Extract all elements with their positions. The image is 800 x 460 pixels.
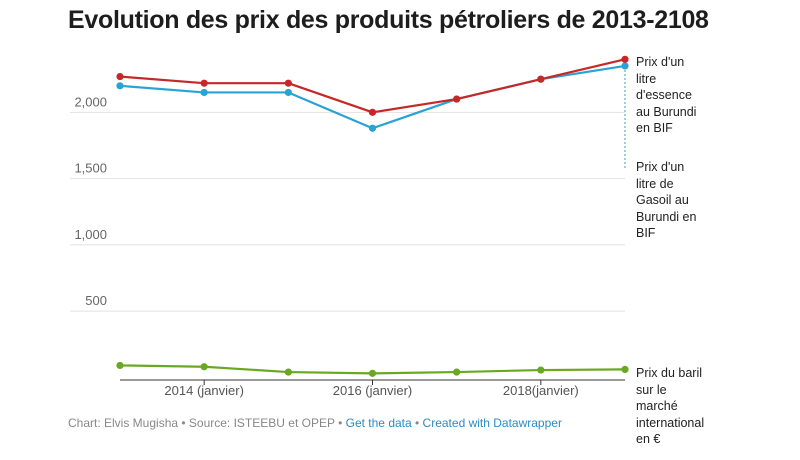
label-line: en BIF — [636, 121, 673, 135]
data-point — [284, 368, 292, 376]
label-line: litre de — [636, 176, 674, 191]
y-tick-label: 1,000 — [74, 227, 107, 242]
data-point — [116, 72, 124, 81]
label-line: Prix d'un — [636, 160, 685, 174]
data-point — [368, 108, 377, 116]
get-data-link[interactable]: Get the data — [345, 416, 412, 430]
data-point — [116, 361, 124, 370]
label-line: au Burundi — [636, 104, 697, 119]
data-point — [537, 366, 545, 374]
x-tick-label: 2018(janvier) — [503, 383, 579, 398]
y-tick-label: 2,000 — [74, 94, 107, 109]
label-line: BIF — [636, 226, 656, 240]
data-point — [284, 79, 292, 87]
label-line: litre — [636, 71, 657, 86]
series-label-essence: Prix d'un litre d'essence au Burundi en … — [636, 54, 696, 137]
grid-layer — [70, 111, 625, 381]
tick-layer: 500 1,000 1,500 2,000 2014 (janvier) 2016 (ja… — [74, 94, 578, 398]
y-tick-label: 500 — [85, 293, 107, 308]
data-point — [453, 368, 461, 376]
label-line: Prix du baril — [636, 366, 702, 380]
y-tick-label: 1,500 — [74, 161, 107, 176]
data-point — [200, 88, 208, 97]
footer-separator: • — [411, 416, 423, 430]
datawrapper-link[interactable]: Created with Datawrapper — [422, 416, 562, 430]
label-line: Prix d'un — [636, 55, 685, 69]
x-tick-label: 2014 (janvier) — [164, 383, 244, 398]
footer-credit: Chart: Elvis Mugisha • Source: ISTEEBU e… — [68, 416, 346, 430]
data-point — [200, 363, 208, 371]
data-point — [621, 62, 629, 70]
chart-title: Evolution des prix des produits pétrolie… — [68, 6, 709, 34]
data-point — [537, 75, 545, 83]
label-line: en € — [636, 432, 661, 446]
series-line-1 — [119, 64, 626, 130]
x-tick-label: 2016 (janvier) — [333, 383, 413, 398]
data-point — [116, 82, 124, 90]
data-point — [284, 88, 292, 97]
data-point — [621, 55, 629, 63]
data-point — [621, 365, 629, 373]
series-line-0 — [119, 58, 626, 114]
label-line: sur le — [636, 382, 667, 397]
series-label-gasoil: Prix d'un litre de Gasoil au Burundi en … — [636, 159, 696, 242]
chart-footer: Chart: Elvis Mugisha • Source: ISTEEBU e… — [68, 416, 562, 430]
data-point — [200, 79, 208, 87]
label-line: international — [636, 415, 705, 430]
data-point — [453, 95, 461, 103]
series-label-baril: Prix du baril sur le marché internationa… — [636, 365, 704, 448]
data-point — [368, 369, 377, 377]
label-line: d'essence — [636, 88, 692, 102]
data-point — [368, 124, 377, 132]
series-layer — [116, 55, 629, 377]
label-line: Gasoil au — [636, 193, 689, 207]
label-line: marché — [636, 399, 678, 413]
label-line: Burundi en — [636, 209, 697, 224]
